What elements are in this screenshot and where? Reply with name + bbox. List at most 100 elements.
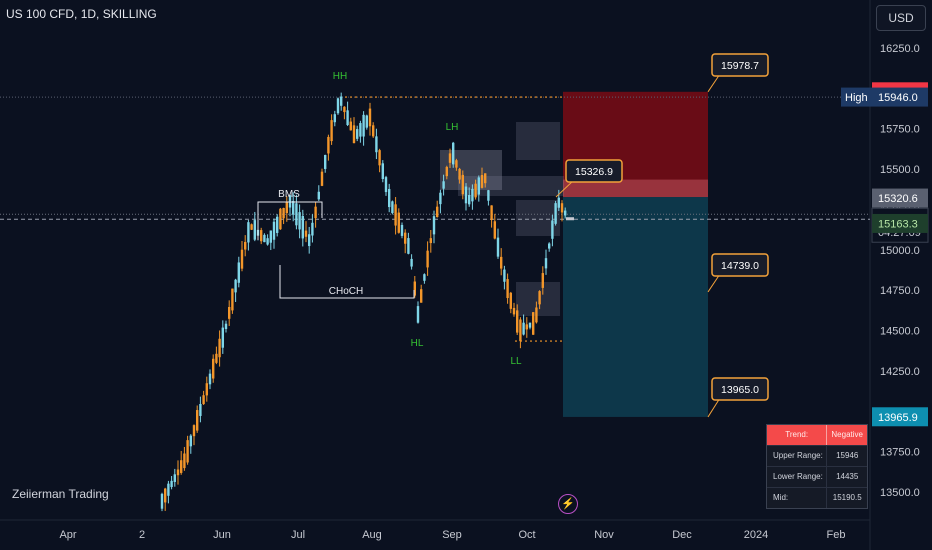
candle-body — [272, 221, 276, 240]
candle-body — [375, 136, 378, 153]
y-tick-label: 15500.0 — [880, 164, 920, 176]
candle-body — [250, 224, 253, 230]
x-tick-label: Jul — [291, 529, 305, 541]
level-box-label: 13965.0 — [721, 384, 759, 396]
candle-body — [356, 129, 359, 139]
candle-body — [199, 403, 202, 416]
level-box-label: 15326.9 — [575, 166, 613, 178]
candle-body — [170, 480, 173, 488]
candle-body — [525, 324, 528, 330]
watermark-text: Zeiierman Trading — [12, 487, 109, 501]
lightning-icon[interactable]: ⚡ — [558, 494, 578, 514]
candle-body — [164, 488, 167, 503]
candle-body — [516, 310, 519, 333]
price-tag-cyan — [872, 407, 928, 427]
candle-body — [218, 338, 221, 358]
price-tag-label: 13965.9 — [878, 412, 918, 424]
candle-body — [292, 200, 295, 215]
candle-body — [461, 174, 464, 195]
candle-body — [192, 425, 196, 437]
candle-body — [186, 440, 189, 463]
candle-body — [282, 208, 285, 219]
structure-label-ll: LL — [510, 356, 522, 367]
entry-band — [563, 179, 708, 198]
table-row: Trend: Negative — [767, 425, 867, 445]
candle-body — [276, 216, 279, 233]
price-tag-label: 15946.0 — [878, 92, 918, 104]
upper-range-label: Upper Range: — [773, 451, 823, 460]
structure-label-hh: HH — [333, 71, 347, 82]
x-tick-label: Sep — [442, 529, 462, 541]
candle-body — [519, 319, 522, 342]
candle-body — [266, 238, 269, 245]
choch-line — [279, 265, 415, 299]
lower-range-label: Lower Range: — [773, 472, 823, 481]
candle-body — [384, 177, 388, 193]
candle-body — [349, 121, 352, 131]
y-tick-label: 14250.0 — [880, 366, 920, 378]
level-box — [711, 253, 769, 277]
candle-body — [410, 258, 413, 267]
y-tick-label: 14750.0 — [880, 285, 920, 297]
candle-body — [212, 358, 215, 379]
candle-body — [493, 221, 496, 239]
y-tick-label: 14500.0 — [880, 326, 920, 338]
y-tick-label: 15750.0 — [880, 124, 920, 136]
candle-body — [333, 114, 336, 123]
candle-body — [509, 292, 512, 309]
candle-body — [202, 395, 205, 405]
candle-body — [503, 269, 506, 282]
candle-body — [279, 208, 282, 230]
x-tick-label: Aug — [362, 529, 382, 541]
candle-body — [221, 327, 224, 348]
candle-body — [378, 150, 381, 166]
candle-body — [365, 115, 368, 128]
candle-body — [372, 125, 375, 137]
x-tick-label: Apr — [59, 529, 76, 541]
candle-body — [298, 212, 301, 230]
candle-body — [343, 106, 346, 113]
structure-label-choch: CHoCH — [329, 286, 363, 297]
x-tick-label: Jun — [213, 529, 231, 541]
level-box-label: 14739.0 — [721, 260, 759, 272]
candle-body — [269, 230, 272, 243]
candle-body — [439, 192, 442, 205]
candle-body — [359, 123, 362, 137]
structure-label-lh: LH — [446, 122, 459, 133]
candle-body — [189, 435, 192, 447]
x-tick-label: Feb — [827, 529, 846, 541]
candle-body — [346, 110, 349, 126]
currency-button[interactable]: USD — [876, 5, 926, 31]
high-prefix-tag — [841, 87, 872, 107]
symbol-title[interactable]: US 100 CFD, 1D, SKILLING — [6, 7, 157, 21]
candle-body — [535, 307, 538, 323]
x-tick-label: Nov — [594, 529, 614, 541]
candle-body — [224, 323, 228, 329]
candle-body — [311, 222, 314, 236]
candle-body — [260, 230, 263, 242]
trend-label: Trend: — [785, 430, 809, 439]
candle-body — [244, 241, 247, 250]
x-tick-label: Oct — [518, 529, 535, 541]
candle-body — [528, 322, 532, 328]
candle-body — [263, 234, 266, 243]
y-tick-label: 13500.0 — [880, 487, 920, 499]
candle-body — [205, 383, 208, 396]
candle-body — [474, 183, 477, 198]
zone-box — [516, 282, 560, 316]
candle-body — [544, 258, 548, 269]
info-table: Trend: Negative Upper Range: 15946 Lower… — [766, 424, 868, 509]
candle-body — [234, 279, 237, 293]
candle-body — [228, 306, 231, 319]
candle-body — [532, 312, 535, 335]
candle-body — [452, 142, 455, 165]
level-box — [565, 159, 623, 183]
candle-body — [388, 189, 391, 208]
candle-body — [196, 410, 199, 431]
candle-body — [304, 230, 308, 237]
candle-body — [404, 232, 407, 244]
trend-value: Negative — [826, 425, 867, 445]
candle-body — [407, 238, 410, 254]
